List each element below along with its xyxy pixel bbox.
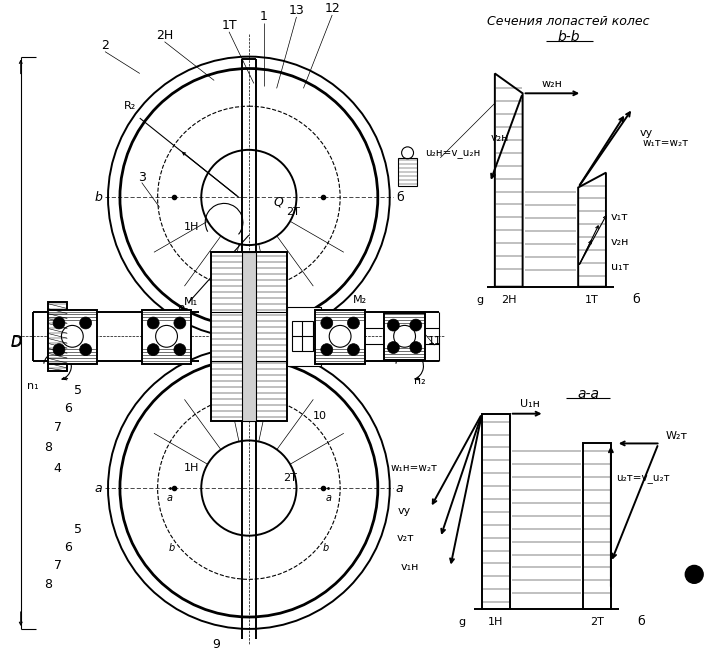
Circle shape	[147, 344, 159, 355]
Text: 7: 7	[55, 421, 62, 434]
Circle shape	[347, 317, 359, 329]
Polygon shape	[578, 172, 606, 287]
Text: u₂т=v_u₂т: u₂т=v_u₂т	[616, 473, 670, 483]
Text: v₂н: v₂н	[611, 237, 629, 247]
Text: 5: 5	[75, 384, 82, 397]
Text: v₂т: v₂т	[397, 532, 415, 542]
Text: 1: 1	[260, 11, 268, 23]
Text: a-a: a-a	[577, 387, 599, 401]
Text: 9: 9	[212, 639, 220, 651]
Text: б: б	[637, 615, 645, 629]
Polygon shape	[583, 444, 611, 609]
Polygon shape	[482, 413, 510, 609]
Text: 5: 5	[75, 523, 82, 536]
Text: v₁т: v₁т	[611, 212, 628, 222]
Text: U₁н: U₁н	[520, 399, 540, 409]
Circle shape	[321, 344, 333, 355]
Text: 8: 8	[45, 578, 53, 591]
Text: R₁: R₁	[178, 305, 190, 315]
Text: 6: 6	[65, 541, 72, 554]
Text: б: б	[632, 293, 640, 306]
Circle shape	[174, 317, 186, 329]
Bar	[142, 309, 191, 364]
Text: g: g	[459, 617, 466, 627]
Text: 10: 10	[313, 411, 327, 421]
Text: u₂н=v_u₂н: u₂н=v_u₂н	[425, 148, 481, 158]
Text: w₁н=w₂т: w₁н=w₂т	[391, 463, 437, 473]
Circle shape	[321, 317, 333, 329]
Bar	[48, 309, 97, 364]
Circle shape	[410, 341, 422, 353]
Circle shape	[80, 344, 92, 355]
Text: a: a	[325, 493, 332, 503]
Text: b: b	[168, 542, 175, 552]
Polygon shape	[495, 73, 523, 287]
Text: 6: 6	[65, 402, 72, 415]
Text: 1Т: 1Т	[585, 295, 599, 305]
Text: 2: 2	[101, 39, 109, 52]
Text: a: a	[395, 482, 403, 494]
Circle shape	[174, 344, 186, 355]
Text: b: b	[323, 542, 329, 552]
Text: a: a	[167, 493, 173, 503]
Text: 1Н: 1Н	[488, 617, 503, 627]
Circle shape	[53, 317, 65, 329]
Text: b: b	[94, 191, 102, 204]
Circle shape	[147, 317, 159, 329]
Circle shape	[410, 319, 422, 331]
Bar	[287, 307, 322, 366]
Text: 3: 3	[138, 171, 146, 184]
Bar	[292, 321, 313, 351]
Text: D: D	[11, 335, 21, 349]
Text: 1Н: 1Н	[184, 463, 199, 473]
Text: R₂: R₂	[124, 101, 136, 111]
Bar	[48, 301, 67, 371]
Circle shape	[685, 565, 703, 583]
Text: 1Т: 1Т	[222, 19, 237, 32]
Text: vу: vу	[398, 506, 410, 516]
Text: 2Т: 2Т	[287, 207, 300, 217]
Text: n₂: n₂	[414, 376, 425, 386]
Text: D: D	[11, 335, 23, 350]
Text: W₂т: W₂т	[665, 430, 687, 440]
Text: Сечения лопастей колес: Сечения лопастей колес	[487, 15, 650, 29]
Text: w₁т=w₂т: w₁т=w₂т	[643, 138, 689, 148]
Text: б: б	[395, 191, 403, 204]
Text: a: a	[94, 482, 102, 494]
Circle shape	[347, 344, 359, 355]
Text: w₂н: w₂н	[542, 79, 563, 90]
Text: 2Т: 2Т	[283, 473, 297, 483]
Text: vу: vу	[640, 128, 653, 138]
Text: g: g	[476, 295, 484, 305]
Text: 12: 12	[324, 3, 340, 15]
Text: 4: 4	[53, 462, 61, 475]
Text: n₁: n₁	[27, 381, 38, 391]
Text: 13: 13	[288, 5, 305, 17]
Text: b-b: b-b	[557, 30, 579, 44]
Text: v₁н: v₁н	[401, 562, 420, 572]
Circle shape	[388, 341, 399, 353]
Text: 11: 11	[427, 336, 442, 346]
Circle shape	[80, 317, 92, 329]
Text: Q: Q	[273, 196, 283, 209]
Text: 1Н: 1Н	[184, 222, 199, 232]
Text: 7: 7	[55, 559, 62, 572]
Text: M₂: M₂	[353, 295, 367, 305]
Bar	[315, 309, 365, 364]
Text: 8: 8	[45, 441, 53, 454]
Text: u₁т: u₁т	[611, 262, 629, 272]
Text: v₂н: v₂н	[491, 133, 509, 143]
Bar	[295, 325, 318, 348]
Text: 2Н: 2Н	[501, 295, 516, 305]
Bar	[242, 252, 256, 421]
Bar	[211, 252, 287, 421]
Bar	[398, 158, 417, 186]
Bar	[384, 313, 425, 360]
Text: M₁: M₁	[185, 297, 198, 307]
Circle shape	[53, 344, 65, 355]
Circle shape	[388, 319, 399, 331]
Text: 2Н: 2Н	[156, 29, 173, 42]
Text: 2Т: 2Т	[590, 617, 604, 627]
